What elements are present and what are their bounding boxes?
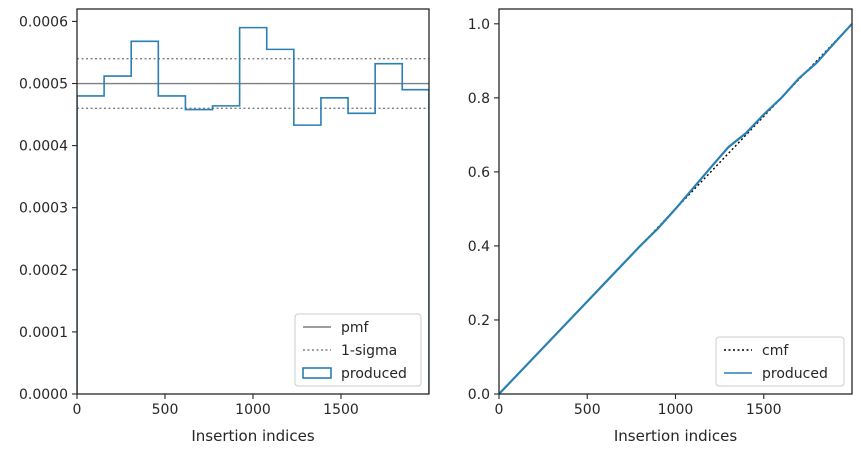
y-tick-label: 0.0006 <box>19 14 68 30</box>
y-tick-label: 0.4 <box>468 239 490 255</box>
x-axis-label: Insertion indices <box>614 427 737 445</box>
legend-label-pmf: pmf <box>341 320 370 336</box>
y-tick-label: 0.0000 <box>19 387 68 403</box>
x-tick-label: 500 <box>152 402 179 418</box>
x-tick-label: 500 <box>574 402 601 418</box>
x-axis-label: Insertion indices <box>191 427 314 445</box>
x-tick-label: 0 <box>73 402 82 418</box>
series-produced-histogram <box>77 26 429 394</box>
y-tick-label: 0.0001 <box>19 325 68 341</box>
legend-label-cmf: cmf <box>762 343 789 359</box>
y-tick-label: 0.2 <box>468 313 490 329</box>
series-produced-line <box>499 23 852 394</box>
x-tick-label: 1500 <box>323 402 359 418</box>
y-tick-label: 0.0005 <box>19 77 68 93</box>
axes-frame <box>498 8 853 395</box>
right-chart-cmf: 0 500 1000 1500 0.0 0.2 0.4 0.6 0.8 1.0 Insertion … <box>468 8 853 445</box>
y-tick-label: 0.0003 <box>19 201 68 217</box>
legend-label-1-sigma: 1-sigma <box>341 343 397 359</box>
y-tick-label: 1.0 <box>468 17 490 33</box>
legend-label-produced: produced <box>341 366 407 382</box>
legend-label-produced: produced <box>762 366 828 382</box>
legend-handle-produced <box>302 367 332 379</box>
y-tick-label: 0.0002 <box>19 263 68 279</box>
y-tick-label: 0.6 <box>468 165 490 181</box>
legend: pmf 1-sigma produced <box>294 313 422 387</box>
y-tick-label: 0.0004 <box>19 139 68 155</box>
x-tick-label: 1000 <box>658 402 694 418</box>
legend: cmf produced <box>715 336 845 387</box>
y-tick-label: 0.0 <box>468 387 490 403</box>
x-tick-label: 1500 <box>746 402 782 418</box>
x-tick-label: 0 <box>495 402 504 418</box>
x-tick-label: 1000 <box>235 402 271 418</box>
plot-area <box>77 26 429 394</box>
y-tick-label: 0.8 <box>468 91 490 107</box>
plot-area <box>499 23 852 394</box>
left-chart-pmf: 0 500 1000 1500 0.0000 0.0001 0.0002 0.0003 0.00… <box>19 8 430 445</box>
